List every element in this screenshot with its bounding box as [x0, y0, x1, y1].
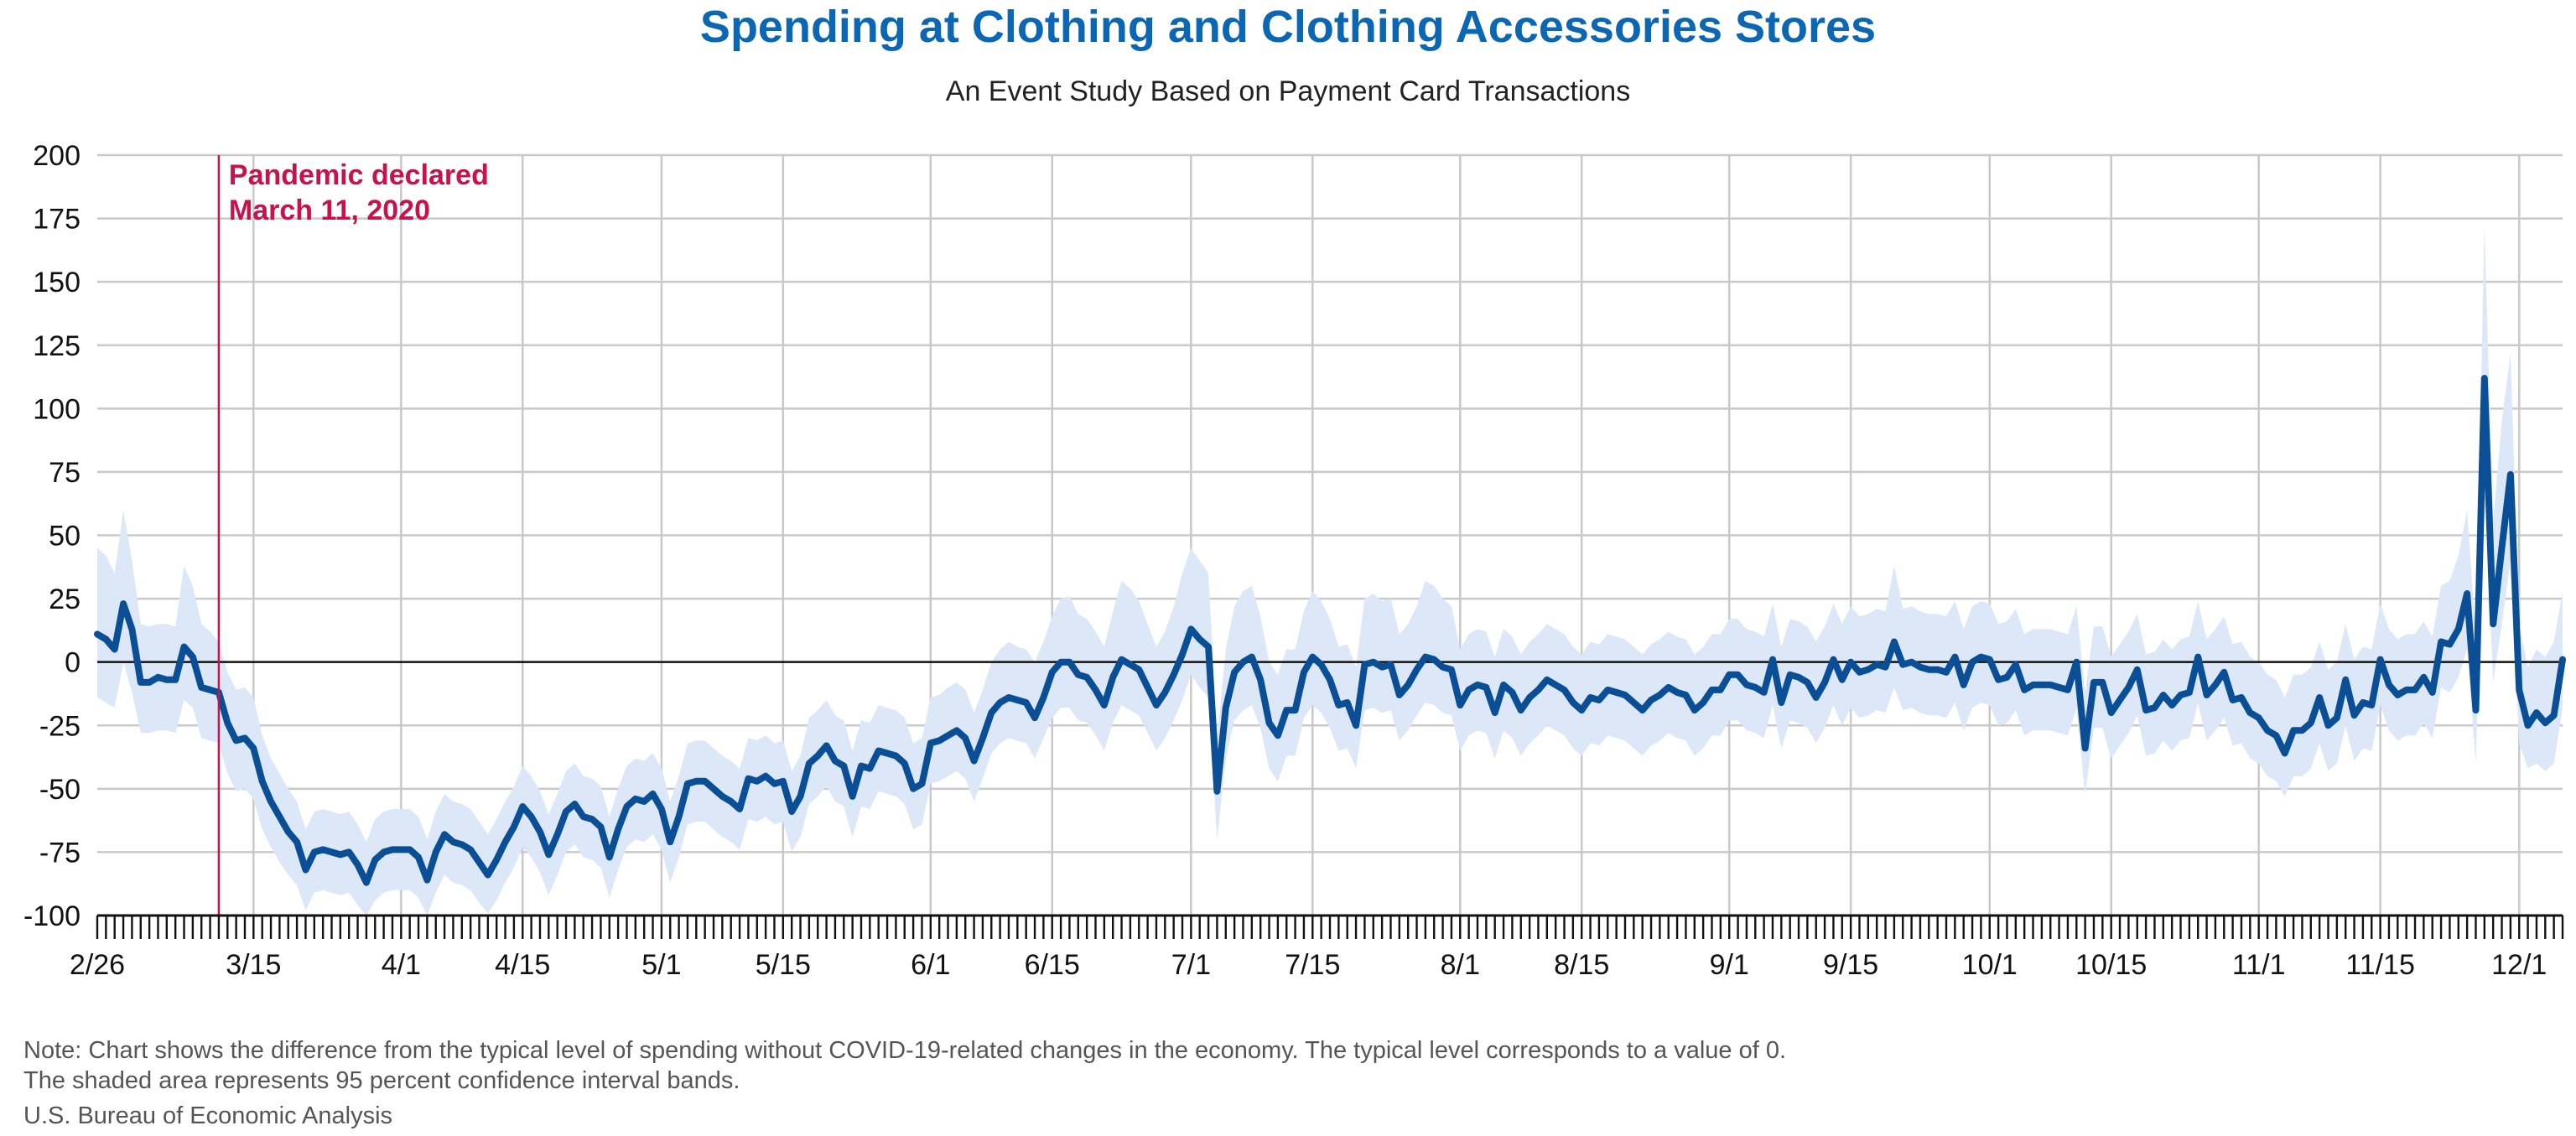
confidence-band-layer — [97, 226, 2563, 916]
x-tick-label: 11/15 — [2345, 949, 2415, 981]
x-tick-label: 6/1 — [911, 949, 950, 981]
y-tick-label: -100 — [23, 900, 80, 932]
x-tick-label: 10/1 — [1962, 949, 2018, 981]
confidence-band — [97, 226, 2563, 916]
x-tick-label: 5/15 — [756, 949, 811, 981]
chart-title: Spending at Clothing and Clothing Access… — [700, 2, 1876, 52]
x-tick-label: 12/1 — [2491, 949, 2547, 981]
y-tick-label: 175 — [33, 204, 80, 236]
annotation-label-line2: March 11, 2020 — [229, 195, 430, 226]
y-tick-label: 75 — [49, 457, 80, 489]
chart-subtitle: An Event Study Based on Payment Card Tra… — [946, 75, 1630, 107]
x-tick-label: 7/1 — [1171, 949, 1211, 981]
x-tick-label: 2/26 — [70, 949, 125, 981]
source-label: U.S. Bureau of Economic Analysis — [23, 1102, 392, 1129]
x-tick-label: 8/15 — [1554, 949, 1609, 981]
y-tick-labels: 200 175 150 125 100 75 50 25 0 -25 -50 -75 -100 — [23, 140, 80, 932]
x-tick-labels: 2/26 3/15 4/1 4/15 5/1 5/15 6/1 6/15 7/1 7/15 8/1 8… — [70, 949, 2547, 981]
y-tick-label: -75 — [39, 837, 80, 869]
x-tick-label: 10/15 — [2075, 949, 2147, 981]
annotation-label-line1: Pandemic declared — [229, 159, 489, 191]
footnote-line1: Note: Chart shows the difference from th… — [23, 1037, 1786, 1064]
y-tick-label: 125 — [33, 330, 80, 362]
x-tick-label: 4/15 — [495, 949, 550, 981]
x-tick-label: 9/15 — [1823, 949, 1878, 981]
y-tick-label: 100 — [33, 393, 80, 425]
y-tick-label: -25 — [39, 710, 80, 742]
x-tick-label: 8/1 — [1441, 949, 1480, 981]
x-tick-label: 3/15 — [226, 949, 281, 981]
x-tick-label: 11/1 — [2232, 949, 2286, 981]
y-tick-label: -50 — [39, 774, 80, 806]
footnote-line2: The shaded area represents 95 percent co… — [23, 1067, 740, 1094]
y-tick-label: 0 — [65, 647, 80, 679]
x-tick-label: 5/1 — [641, 949, 681, 981]
x-tick-label: 9/1 — [1710, 949, 1749, 981]
series-line-layer — [94, 375, 2566, 886]
axis-layer — [96, 914, 2564, 939]
x-tick-label: 7/15 — [1285, 949, 1340, 981]
annotation-layer: Pandemic declared March 11, 2020 — [217, 155, 489, 916]
y-tick-label: 200 — [33, 140, 80, 172]
y-tick-label: 25 — [49, 584, 80, 615]
y-tick-label: 50 — [49, 521, 80, 552]
x-tick-label: 6/15 — [1025, 949, 1080, 981]
x-tick-label: 4/1 — [382, 949, 421, 981]
y-tick-label: 150 — [33, 267, 80, 298]
spending-series-line — [94, 375, 2566, 886]
grid-layer — [97, 153, 2563, 916]
